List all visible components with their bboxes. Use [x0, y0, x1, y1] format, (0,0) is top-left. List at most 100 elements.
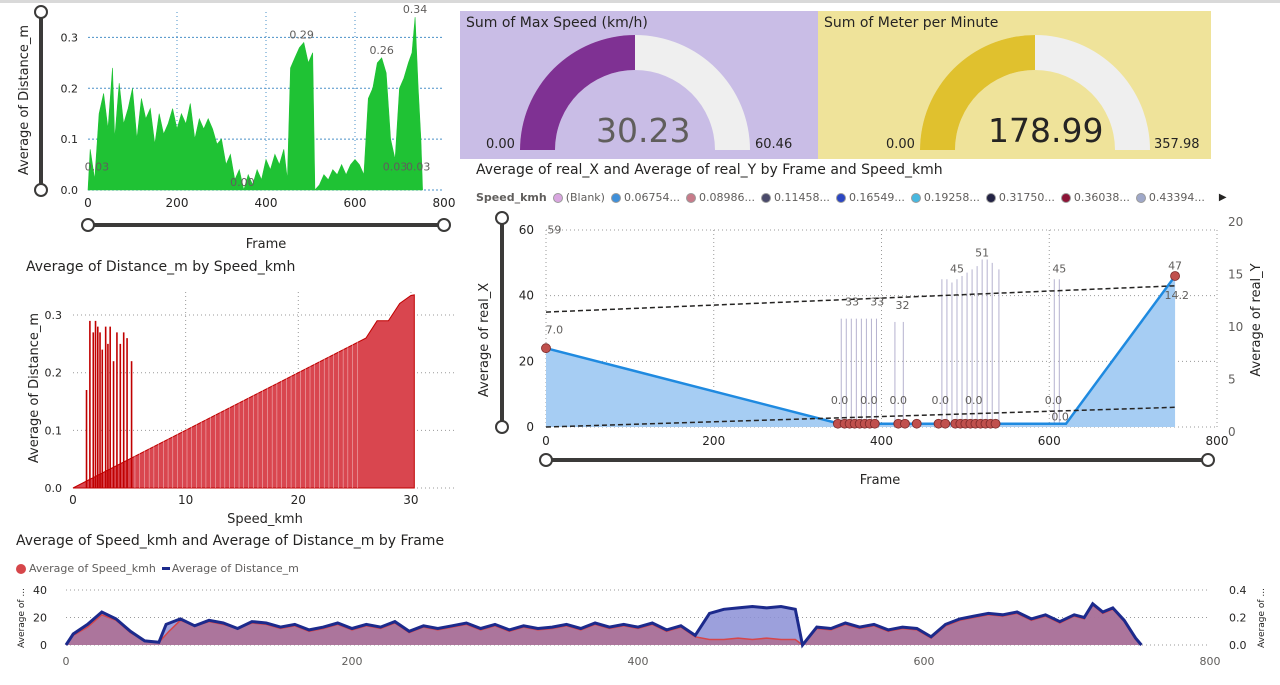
legend-marker	[685, 192, 696, 203]
y-tick-label: 0.2	[45, 367, 63, 380]
x-range-slider-handle-start[interactable]	[539, 453, 553, 467]
realxy-legend-items: (Blank) 0.06754... 0.08986... 0.11458... 0.1…	[552, 191, 1211, 204]
y-tick-label: 60	[519, 223, 534, 237]
legend-marker	[985, 192, 996, 203]
x-range-slider-handle-end[interactable]	[437, 218, 451, 232]
y-tick-label: 0.2	[61, 82, 79, 95]
data-label: 0.26	[369, 44, 394, 57]
legend-next-icon[interactable]: ▶	[1218, 192, 1227, 203]
legend-label: 0.19258...	[923, 191, 980, 204]
legend-distance-label: Average of Distance_m	[171, 562, 299, 575]
data-point	[900, 418, 910, 429]
gauge-meter-minute-max: 357.98	[1154, 137, 1200, 152]
data-label: 7.0	[546, 323, 564, 336]
y2-tick-label: 0.0	[1229, 639, 1247, 652]
legend-item[interactable]: 0.19258...	[910, 191, 980, 204]
y2-axis-title: Average of ...	[1257, 588, 1267, 648]
legend-marker	[1135, 192, 1146, 203]
x-axis-title: Frame	[860, 473, 901, 488]
x-tick-label: 600	[344, 196, 367, 210]
y-axis-title: Average of Distance_m	[27, 313, 42, 463]
y-range-slider-handle-end[interactable]	[495, 420, 509, 434]
distance-by-frame-chart: 0.0 0.1 0.2 0.3 0 200 400 600 800 0.03 0.00 0.29 0.2…	[17, 3, 456, 252]
y-axis-title: Average of ...	[17, 588, 27, 648]
legend-label: (Blank)	[565, 191, 605, 204]
x-tick-label: 800	[1206, 434, 1229, 448]
gauge-max-speed-arc	[520, 35, 750, 150]
gauge-max-speed[interactable]: Sum of Max Speed (km/h) 30.23 0.00 60.46	[460, 11, 818, 159]
legend-label: 0.06754...	[623, 191, 680, 204]
y2-tick-label: 5	[1228, 373, 1236, 387]
realxy-legend: Speed_kmh (Blank) 0.06754... 0.08986... 0.1…	[476, 191, 1227, 204]
y2-tick-label: 0	[1228, 425, 1236, 439]
gauge-max-speed-value: 30.23	[596, 111, 691, 150]
y-tick-label: 0	[40, 639, 47, 652]
x-tick-label: 800	[433, 196, 456, 210]
data-label: 14.2	[1164, 289, 1189, 302]
x-axis-title: Speed_kmh	[227, 512, 303, 527]
y-tick-label: 40	[33, 584, 47, 597]
data-label: 0.0	[890, 394, 908, 407]
y-range-slider-handle-start[interactable]	[495, 211, 509, 225]
top-divider	[0, 0, 1280, 3]
realxy-legend-title: Speed_kmh	[476, 191, 547, 204]
y-tick-label: 0.1	[45, 424, 63, 437]
legend-item[interactable]: 0.31750...	[985, 191, 1055, 204]
legend-item[interactable]: (Blank)	[552, 191, 605, 204]
distance-line	[64, 601, 1143, 649]
data-point	[1170, 271, 1180, 281]
x-range-slider-handle-start[interactable]	[81, 218, 95, 232]
y-tick-label: 0.0	[61, 184, 79, 197]
data-label: 45	[1052, 263, 1066, 276]
legend-label: 0.36038...	[1073, 191, 1130, 204]
y-tick-label: 0	[526, 420, 534, 434]
data-label: 33	[870, 296, 884, 309]
gauge-meter-minute-arc	[920, 35, 1150, 150]
data-label: 32	[895, 299, 909, 312]
data-label: 0.03	[85, 161, 110, 174]
x-tick-label: 600	[914, 655, 935, 668]
x-range-slider-handle-end[interactable]	[1201, 453, 1215, 467]
data-point	[911, 418, 922, 429]
x-tick-label: 0	[542, 434, 550, 448]
legend-item[interactable]: 0.11458...	[760, 191, 830, 204]
legend-label: 0.16549...	[848, 191, 905, 204]
data-point	[990, 418, 1001, 429]
data-label: 0.0	[931, 394, 949, 407]
gauge-meter-minute[interactable]: Sum of Meter per Minute 178.99 0.00 357.…	[818, 11, 1211, 159]
x-tick-label: 10	[178, 493, 193, 507]
legend-speed-marker	[16, 563, 26, 574]
data-label: 0.03	[383, 161, 408, 174]
data-point	[541, 343, 551, 354]
realxy-title: Average of real_X and Average of real_Y …	[476, 162, 943, 178]
x-tick-label: 800	[1200, 655, 1221, 668]
data-label: 0.34	[403, 3, 428, 16]
y2-tick-label: 10	[1228, 320, 1243, 334]
x-tick-label: 0	[69, 493, 77, 507]
y-range-slider-handle-start[interactable]	[34, 5, 48, 19]
data-label: 0.0	[1045, 394, 1063, 407]
trend-line-lower	[545, 406, 1176, 428]
legend-label: 0.11458...	[773, 191, 830, 204]
legend-item[interactable]: 0.36038...	[1060, 191, 1130, 204]
x-tick-label: 200	[166, 196, 189, 210]
legend-marker	[1060, 192, 1071, 203]
legend-item[interactable]: 0.16549...	[835, 191, 905, 204]
y2-tick-label: 0.4	[1229, 584, 1247, 597]
x-tick-label: 20	[291, 493, 306, 507]
distance-by-speed-title: Average of Distance_m by Speed_kmh	[26, 259, 296, 275]
y2-axis-title: Average of real_Y	[1249, 263, 1264, 376]
legend-item[interactable]: 0.43394...	[1135, 191, 1205, 204]
data-label: 0.0	[1051, 410, 1069, 423]
data-label: 33	[845, 296, 859, 309]
x-tick-label: 400	[870, 434, 893, 448]
y-axis-title: Average of real_X	[477, 283, 492, 397]
legend-item[interactable]: 0.06754...	[610, 191, 680, 204]
legend-item[interactable]: 0.08986...	[685, 191, 755, 204]
y-range-slider-handle-end[interactable]	[34, 183, 48, 197]
y-tick-label: 0.3	[61, 31, 79, 44]
y-tick-label: 20	[519, 354, 534, 368]
x-tick-label: 0	[63, 655, 70, 668]
speed-distance-title: Average of Speed_kmh and Average of Dist…	[16, 533, 445, 549]
data-label: 51	[975, 246, 989, 259]
